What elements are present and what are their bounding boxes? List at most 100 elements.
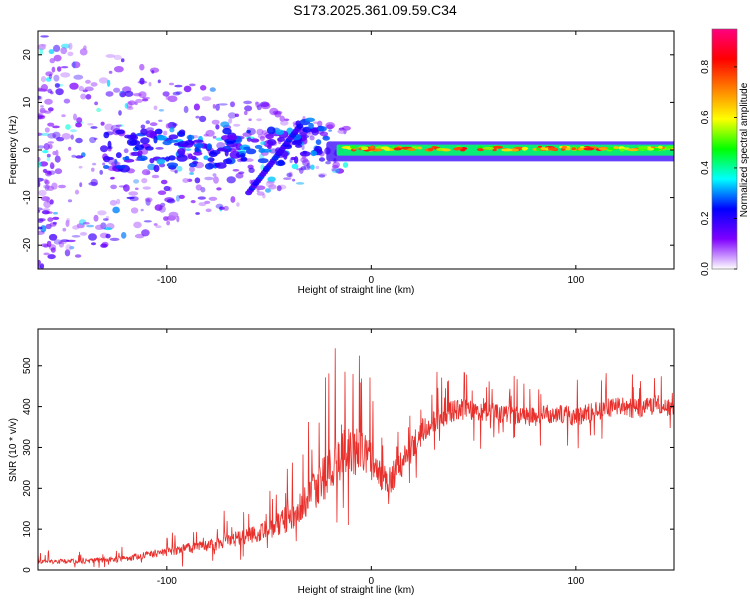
noise-blob	[193, 103, 200, 111]
spectrogram-y-tick-label: 0	[22, 147, 33, 153]
noise-blob	[283, 177, 292, 181]
noise-blob	[93, 214, 99, 222]
ridge-blob	[266, 126, 276, 135]
noise-blob	[194, 177, 201, 184]
noise-blob	[40, 225, 47, 233]
noise-blob	[44, 127, 50, 133]
noise-blob	[135, 98, 143, 103]
noise-blob	[49, 199, 54, 205]
noise-blob	[165, 123, 171, 129]
noise-blob	[335, 168, 345, 174]
noise-blob	[105, 91, 114, 97]
noise-blob	[110, 184, 117, 190]
noise-blob	[157, 79, 161, 84]
noise-blob	[168, 82, 175, 86]
snr-y-tick-label: 0	[22, 567, 33, 573]
noise-blob	[45, 170, 52, 177]
ridge-blob	[154, 128, 163, 135]
noise-blob	[67, 51, 74, 57]
ridge-blob	[206, 143, 213, 150]
carrier-line-peak	[583, 147, 595, 151]
noise-blob	[112, 206, 120, 214]
noise-blob	[211, 119, 220, 125]
noise-blob	[133, 179, 140, 184]
noise-blob	[105, 54, 116, 58]
noise-blob	[318, 174, 326, 178]
noise-blob	[53, 44, 61, 53]
ridge-blob	[267, 144, 272, 150]
noise-blob	[42, 150, 49, 154]
noise-blob	[244, 110, 248, 116]
spectrogram-x-ticks: -100 0 100	[157, 31, 585, 286]
noise-blob	[60, 66, 69, 69]
noise-blob	[50, 247, 56, 253]
noise-blob	[60, 47, 68, 55]
noise-blob	[337, 129, 348, 135]
noise-blob	[212, 173, 217, 177]
noise-blob	[73, 74, 84, 80]
ridge-blob	[224, 149, 229, 157]
noise-blob	[158, 205, 166, 213]
ridge-blob	[115, 152, 122, 159]
ridge-blob	[178, 129, 186, 135]
ridge-blob	[275, 129, 285, 135]
noise-blob	[279, 115, 285, 122]
noise-blob	[49, 58, 56, 64]
noise-blob	[174, 170, 178, 174]
noise-blob	[215, 124, 220, 130]
noise-blob	[175, 91, 183, 95]
noise-blob	[256, 191, 265, 196]
noise-blob	[174, 84, 183, 88]
ridge-blob	[168, 155, 176, 161]
ridge-blob	[311, 150, 317, 156]
noise-blob	[268, 184, 277, 190]
noise-blob	[48, 49, 55, 55]
noise-blob	[126, 196, 135, 200]
noise-blob	[43, 200, 51, 209]
ridge-blob	[317, 126, 327, 132]
ridge-blob	[240, 156, 248, 162]
noise-blob	[124, 103, 128, 109]
snr-x-ticks: -100 0 100	[157, 329, 585, 587]
noise-blob	[38, 95, 42, 100]
noise-blob	[58, 184, 66, 189]
noise-blob	[46, 156, 51, 162]
noise-blob	[61, 114, 66, 118]
ridge-blob	[178, 143, 188, 148]
noise-blob	[189, 83, 196, 87]
noise-blob	[47, 133, 57, 139]
noise-blob	[158, 109, 165, 112]
noise-blob	[56, 137, 65, 142]
noise-blob	[91, 167, 95, 172]
noise-blob	[256, 104, 262, 111]
noise-blob	[165, 95, 170, 100]
ridge-blob	[216, 148, 228, 152]
ridge-blob	[176, 154, 188, 162]
noise-blob	[143, 220, 152, 223]
noise-blob	[61, 133, 71, 140]
noise-blob	[106, 79, 111, 87]
noise-blob	[43, 143, 50, 151]
noise-blob	[55, 88, 64, 96]
carrier-line-peak	[477, 145, 483, 149]
noise-blob	[228, 118, 233, 124]
noise-blob	[124, 90, 134, 97]
noise-blob	[248, 167, 255, 173]
noise-blob	[64, 249, 71, 257]
snr-y-tick-label: 400	[22, 398, 33, 415]
noise-blob	[75, 122, 82, 128]
carrier-line-peak	[598, 147, 607, 151]
noise-blob	[43, 252, 50, 256]
ridge-blob	[223, 158, 233, 164]
ridge-blob	[193, 143, 205, 148]
noise-blob	[145, 198, 151, 206]
noise-blob	[306, 162, 311, 169]
noise-blob	[255, 101, 261, 108]
noise-blob	[96, 107, 101, 113]
noise-blob	[52, 125, 60, 129]
ridge-blob	[166, 162, 179, 168]
noise-blob	[189, 172, 195, 175]
ridge-blob	[136, 155, 148, 161]
ridge-blob	[293, 156, 299, 164]
noise-blob	[274, 111, 282, 118]
